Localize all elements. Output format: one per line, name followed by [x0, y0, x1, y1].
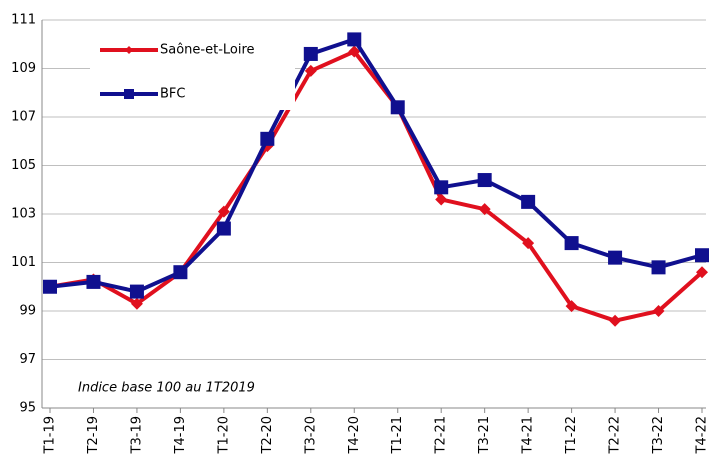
x-tick-label: T1-21: [390, 416, 405, 454]
x-tick-label: T3-21: [477, 416, 492, 454]
legend-label: BFC: [160, 87, 185, 102]
marker: [522, 237, 535, 250]
marker: [216, 221, 231, 236]
marker: [435, 193, 448, 206]
x-tick-label: T1-20: [216, 416, 231, 454]
marker: [348, 45, 361, 58]
marker: [304, 64, 317, 77]
x-tick-label: T4-22: [695, 416, 709, 454]
marker: [129, 284, 144, 299]
legend-marker: [125, 46, 133, 54]
y-tick-label: 111: [11, 13, 36, 28]
marker: [564, 236, 579, 251]
marker: [696, 266, 708, 279]
series: [43, 32, 709, 299]
annotation: Indice base 100 au 1T2019: [78, 381, 255, 396]
marker: [478, 203, 491, 216]
legend-label: Saône-et-Loire: [160, 43, 255, 58]
marker: [609, 314, 622, 327]
marker: [217, 205, 230, 218]
marker: [130, 297, 143, 310]
x-tick-label: T4-21: [521, 416, 536, 454]
marker: [652, 305, 665, 317]
series-line: [49, 49, 704, 323]
x-tick-label: T4-20: [347, 416, 362, 454]
legend-marker: [124, 89, 134, 99]
y-tick-label: 95: [19, 401, 36, 416]
marker: [695, 248, 709, 263]
x-tick-label: T1-22: [564, 416, 579, 454]
x-tick-label: T2-19: [86, 416, 101, 454]
marker: [651, 260, 666, 275]
marker: [608, 250, 623, 265]
marker: [434, 180, 449, 195]
x-tick-label: T3-22: [651, 416, 666, 454]
marker: [521, 194, 536, 209]
marker: [390, 100, 405, 115]
x-tick-label: T2-21: [434, 416, 449, 454]
series-line: [49, 37, 703, 294]
marker: [86, 274, 101, 289]
y-tick-label: 103: [11, 207, 36, 222]
marker: [303, 46, 318, 61]
marker: [477, 173, 492, 188]
y-tick-label: 101: [11, 255, 36, 270]
y-tick-label: 105: [11, 158, 36, 173]
x-tick-label: T4-19: [173, 416, 188, 454]
x-tick-label: T3-19: [129, 416, 144, 454]
y-tick-label: 99: [19, 304, 36, 319]
marker: [565, 300, 578, 313]
x-tick-label: T2-22: [608, 416, 623, 454]
marker: [347, 32, 362, 47]
y-tick-label: 109: [11, 61, 36, 76]
marker: [43, 279, 57, 294]
x-tick-label: T1-19: [43, 416, 58, 454]
marker: [173, 265, 188, 280]
y-tick-label: 107: [11, 110, 36, 125]
x-tick-label: T2-20: [260, 416, 275, 454]
x-tick-label: T3-20: [303, 416, 318, 454]
y-tick-label: 97: [19, 352, 36, 367]
marker: [260, 131, 275, 146]
